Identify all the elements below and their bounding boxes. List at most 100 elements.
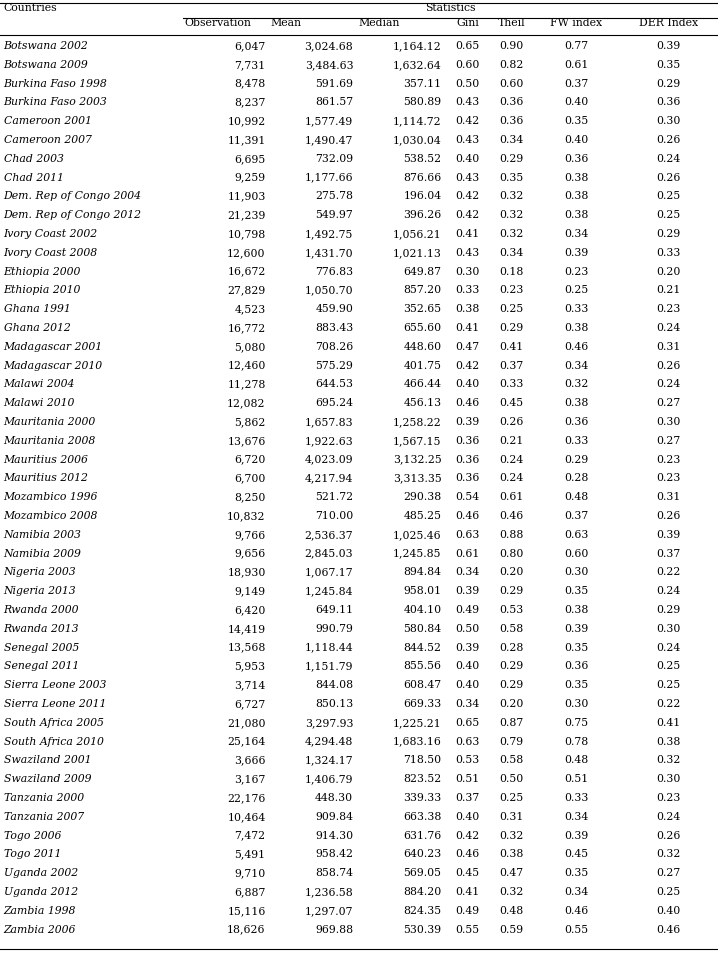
Text: 1,577.49: 1,577.49 <box>305 116 353 126</box>
Text: 0.30: 0.30 <box>656 774 681 783</box>
Text: 0.37: 0.37 <box>455 792 480 802</box>
Text: 0.32: 0.32 <box>564 379 588 389</box>
Text: Gini: Gini <box>456 18 479 28</box>
Text: 0.24: 0.24 <box>656 585 681 596</box>
Text: 485.25: 485.25 <box>404 511 442 520</box>
Text: Botswana 2009: Botswana 2009 <box>4 60 88 70</box>
Text: 0.45: 0.45 <box>564 848 588 859</box>
Text: 0.34: 0.34 <box>564 360 588 370</box>
Text: Chad 2003: Chad 2003 <box>4 153 63 164</box>
Text: 0.23: 0.23 <box>564 266 588 276</box>
Text: 10,464: 10,464 <box>228 811 266 821</box>
Text: 0.47: 0.47 <box>500 867 523 878</box>
Text: 21,080: 21,080 <box>227 717 266 727</box>
Text: South Africa 2005: South Africa 2005 <box>4 717 103 727</box>
Text: 0.42: 0.42 <box>455 830 480 840</box>
Text: 0.40: 0.40 <box>455 679 480 689</box>
Text: 0.37: 0.37 <box>564 511 588 520</box>
Text: 8,250: 8,250 <box>234 492 266 501</box>
Text: 695.24: 695.24 <box>315 397 353 408</box>
Text: 0.63: 0.63 <box>455 736 480 746</box>
Text: 0.27: 0.27 <box>656 397 681 408</box>
Text: 0.46: 0.46 <box>500 511 523 520</box>
Text: 0.26: 0.26 <box>656 172 681 182</box>
Text: 12,082: 12,082 <box>227 397 266 408</box>
Text: 0.29: 0.29 <box>500 153 523 164</box>
Text: 1,245.84: 1,245.84 <box>304 585 353 596</box>
Text: 708.26: 708.26 <box>315 341 353 352</box>
Text: 631.76: 631.76 <box>404 830 442 840</box>
Text: 0.34: 0.34 <box>455 699 480 708</box>
Text: 0.77: 0.77 <box>564 41 588 51</box>
Text: 1,492.75: 1,492.75 <box>305 229 353 239</box>
Text: 3,313.35: 3,313.35 <box>393 473 442 483</box>
Text: 0.43: 0.43 <box>455 172 480 182</box>
Text: 1,297.07: 1,297.07 <box>304 904 353 915</box>
Text: 0.33: 0.33 <box>564 792 588 802</box>
Text: 644.53: 644.53 <box>315 379 353 389</box>
Text: 25,164: 25,164 <box>228 736 266 746</box>
Text: 914.30: 914.30 <box>315 830 353 840</box>
Text: 0.51: 0.51 <box>564 774 588 783</box>
Text: Togo 2006: Togo 2006 <box>4 830 61 840</box>
Text: 0.46: 0.46 <box>455 511 480 520</box>
Text: Ghana 2012: Ghana 2012 <box>4 323 70 333</box>
Text: 0.60: 0.60 <box>564 548 588 558</box>
Text: 0.25: 0.25 <box>656 679 681 689</box>
Text: 5,953: 5,953 <box>235 660 266 671</box>
Text: 0.23: 0.23 <box>656 792 681 802</box>
Text: 0.78: 0.78 <box>564 736 588 746</box>
Text: 0.43: 0.43 <box>455 97 480 108</box>
Text: 0.46: 0.46 <box>564 341 588 352</box>
Text: Ethiopia 2010: Ethiopia 2010 <box>4 285 81 295</box>
Text: 0.36: 0.36 <box>500 97 523 108</box>
Text: 0.37: 0.37 <box>500 360 523 370</box>
Text: 0.25: 0.25 <box>656 886 681 896</box>
Text: 0.40: 0.40 <box>455 811 480 821</box>
Text: Mauritania 2008: Mauritania 2008 <box>4 436 95 445</box>
Text: 1,225.21: 1,225.21 <box>393 717 442 727</box>
Text: 0.41: 0.41 <box>455 229 480 239</box>
Text: 16,672: 16,672 <box>228 266 266 276</box>
Text: 1,177.66: 1,177.66 <box>304 172 353 182</box>
Text: 0.35: 0.35 <box>564 867 588 878</box>
Text: Zambia 2006: Zambia 2006 <box>4 923 76 934</box>
Text: 0.55: 0.55 <box>455 923 480 934</box>
Text: 1,030.04: 1,030.04 <box>393 135 442 145</box>
Text: 0.59: 0.59 <box>500 923 523 934</box>
Text: 11,391: 11,391 <box>228 135 266 145</box>
Text: 0.40: 0.40 <box>564 135 588 145</box>
Text: Malawi 2010: Malawi 2010 <box>4 397 75 408</box>
Text: 0.65: 0.65 <box>455 717 480 727</box>
Text: 6,700: 6,700 <box>234 473 266 483</box>
Text: 3,484.63: 3,484.63 <box>304 60 353 70</box>
Text: 22,176: 22,176 <box>228 792 266 802</box>
Text: 0.65: 0.65 <box>455 41 480 51</box>
Text: 969.88: 969.88 <box>315 923 353 934</box>
Text: 0.53: 0.53 <box>455 755 480 764</box>
Text: 0.25: 0.25 <box>500 792 523 802</box>
Text: Togo 2011: Togo 2011 <box>4 848 61 859</box>
Text: 0.25: 0.25 <box>656 660 681 671</box>
Text: FW index: FW index <box>550 18 602 28</box>
Text: Senegal 2011: Senegal 2011 <box>4 660 79 671</box>
Text: 3,297.93: 3,297.93 <box>304 717 353 727</box>
Text: Mean: Mean <box>271 18 302 28</box>
Text: Nigeria 2013: Nigeria 2013 <box>4 585 76 596</box>
Text: 0.38: 0.38 <box>455 304 480 314</box>
Text: 448.30: 448.30 <box>315 792 353 802</box>
Text: 824.35: 824.35 <box>404 904 442 915</box>
Text: 0.33: 0.33 <box>564 436 588 445</box>
Text: 855.56: 855.56 <box>404 660 442 671</box>
Text: 8,478: 8,478 <box>234 78 266 89</box>
Text: 0.30: 0.30 <box>656 116 681 126</box>
Text: DER Index: DER Index <box>639 18 698 28</box>
Text: 0.58: 0.58 <box>500 755 523 764</box>
Text: 0.48: 0.48 <box>564 755 588 764</box>
Text: 0.38: 0.38 <box>656 736 681 746</box>
Text: 12,600: 12,600 <box>227 248 266 257</box>
Text: 5,491: 5,491 <box>235 848 266 859</box>
Text: 3,167: 3,167 <box>234 774 266 783</box>
Text: Swaziland 2009: Swaziland 2009 <box>4 774 91 783</box>
Text: 27,829: 27,829 <box>228 285 266 295</box>
